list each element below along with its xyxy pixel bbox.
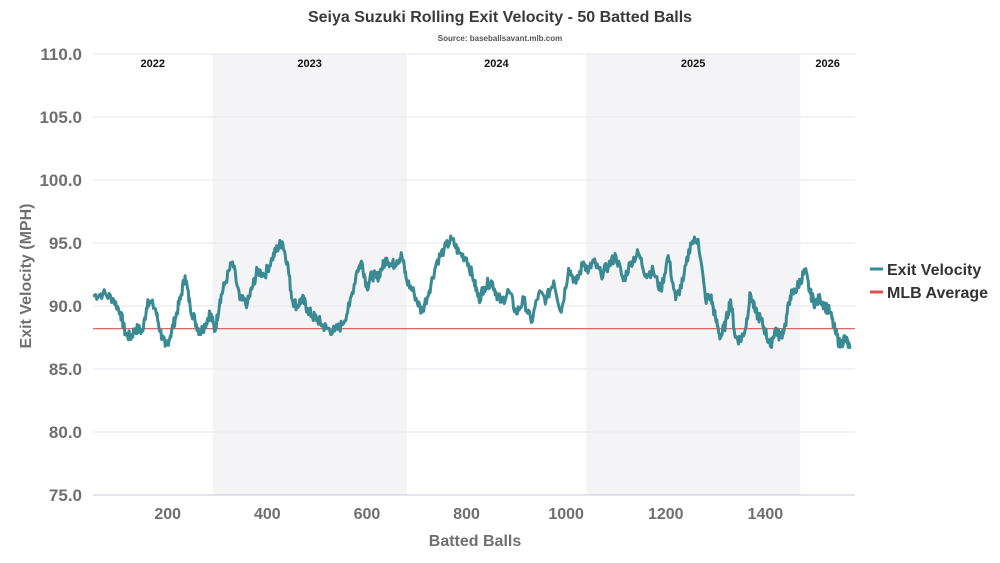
y-tick-label: 105.0: [39, 108, 82, 127]
y-axis-ticks: 75.0 80.0 85.0 90.0 95.0 100.0 105.0 110.0: [39, 45, 82, 505]
x-axis-label: Batted Balls: [429, 533, 522, 550]
season-shading: [212, 54, 801, 495]
legend-label-exit-velocity: Exit Velocity: [887, 262, 981, 279]
x-tick-label: 1400: [748, 506, 784, 523]
chart-subtitle: Source: baseballsavant.mlb.com: [438, 34, 563, 43]
season-label-2025: 2025: [681, 58, 705, 70]
x-tick-label: 1200: [648, 506, 684, 523]
x-tick-label: 200: [154, 506, 181, 523]
legend: Exit Velocity MLB Average: [870, 262, 988, 302]
y-tick-label: 110.0: [40, 45, 82, 64]
y-tick-label: 100.0: [39, 171, 82, 190]
season-label-2022: 2022: [141, 58, 165, 70]
y-tick-label: 85.0: [49, 360, 82, 379]
season-band-2025: [586, 54, 801, 495]
legend-label-mlb-average: MLB Average: [887, 285, 988, 302]
x-axis-ticks: 200 400 600 800 1000 1200 1400: [154, 506, 783, 523]
y-tick-label: 75.0: [49, 486, 82, 505]
x-tick-label: 1000: [548, 506, 584, 523]
chart-title: Seiya Suzuki Rolling Exit Velocity - 50 …: [308, 9, 692, 26]
season-label-2024: 2024: [484, 58, 509, 70]
y-axis-label: Exit Velocity (MPH): [18, 204, 35, 349]
y-tick-label: 90.0: [49, 297, 82, 316]
x-tick-label: 800: [453, 506, 480, 523]
season-label-2023: 2023: [297, 58, 321, 70]
x-tick-label: 400: [254, 506, 281, 523]
season-labels: 2022 2023 2024 2025 2026: [141, 58, 840, 70]
exit-velocity-line: [92, 234, 852, 350]
x-tick-label: 600: [354, 506, 381, 523]
y-tick-label: 95.0: [49, 234, 82, 253]
season-label-2026: 2026: [815, 58, 839, 70]
y-tick-label: 80.0: [49, 423, 82, 442]
